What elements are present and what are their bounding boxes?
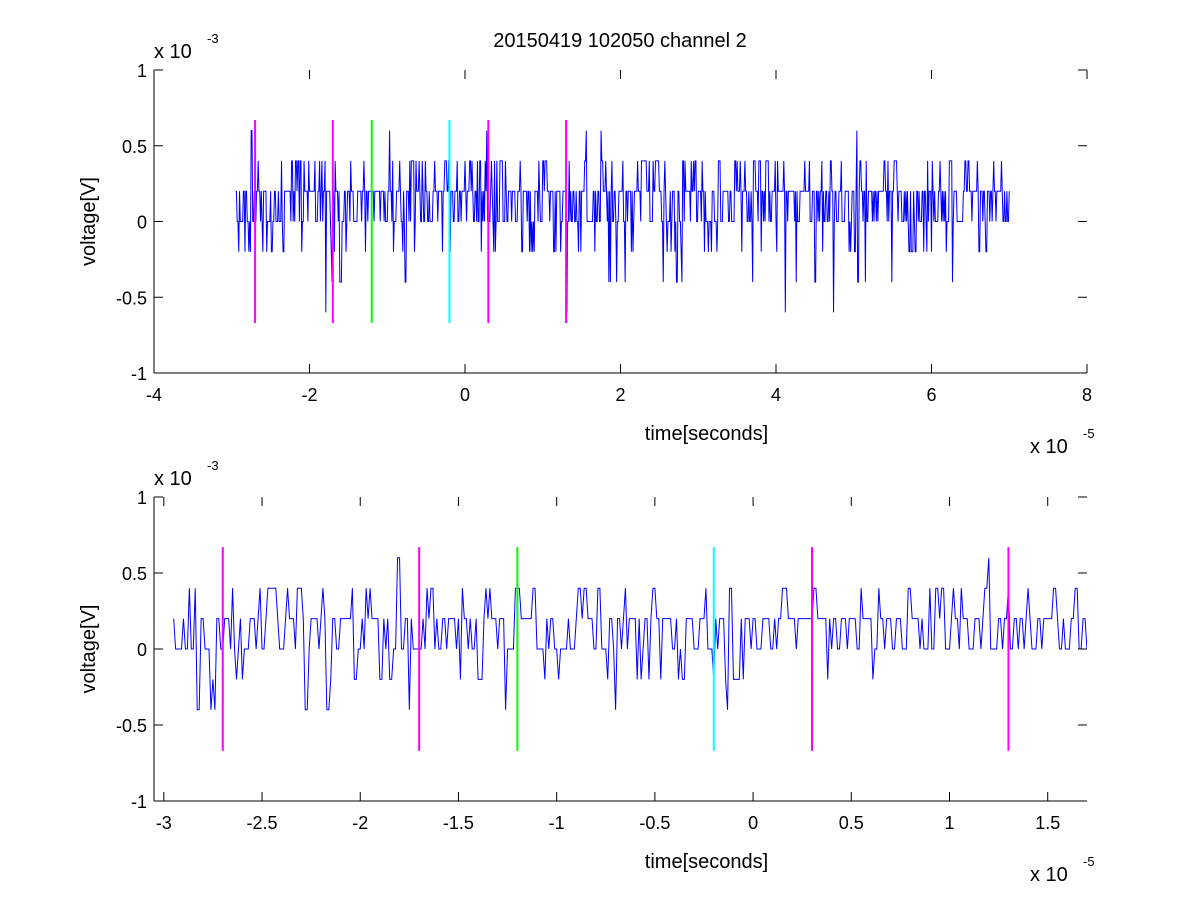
x-tick-label: 0 (748, 813, 758, 833)
x-axis-label: time[seconds] (645, 851, 768, 873)
figure-title: 20150419 102050 channel 2 (493, 30, 747, 52)
bottom-axes: -3 -2.5 -2 -1.5 -1 -0.5 0 0.5 1 1.5 -1 -0.5 0 0.5 1 x 1… (78, 458, 1095, 886)
y-axis-label: voltage[V] (78, 605, 100, 694)
x-tick-label: -3 (156, 813, 172, 833)
y-tick-label: 0 (137, 640, 147, 660)
y-axis-label: voltage[V] (78, 177, 100, 266)
y-tick-label: 0 (137, 213, 147, 233)
x-tick-label: -2.5 (247, 813, 278, 833)
y-tick-label: -0.5 (116, 716, 147, 736)
signal-trace (173, 557, 1087, 711)
y-tick-label: -0.5 (116, 288, 147, 308)
y-tick-label: 1 (137, 488, 147, 508)
y-tick-label: -1 (131, 792, 147, 812)
x-tick-label: 0.5 (839, 813, 864, 833)
x-tick-label: 2 (615, 385, 625, 405)
x-exponent-power: -5 (1083, 854, 1095, 869)
y-tick-label: 1 (137, 61, 147, 81)
y-tick-label: -1 (131, 364, 147, 384)
x-tick-label: 8 (1082, 385, 1092, 405)
x-tick-label: 0 (460, 385, 470, 405)
x-tick-label: -1.5 (443, 813, 474, 833)
x-tick-label: -2 (301, 385, 317, 405)
y-exponent-power: -3 (207, 31, 219, 46)
top-axes: -4 -2 0 2 4 6 8 -1 -0.5 0 0.5 1 x 10 -3 x 10 -5 time[sec… (78, 31, 1095, 458)
x-tick-label: -0.5 (639, 813, 670, 833)
x-tick-label: 1.5 (1035, 813, 1060, 833)
y-exponent-base: x 10 (154, 41, 192, 63)
y-exponent-power: -3 (207, 458, 219, 473)
x-axis-label: time[seconds] (645, 423, 768, 445)
y-tick-label: 0.5 (122, 564, 147, 584)
x-tick-label: 6 (926, 385, 936, 405)
x-exponent-power: -5 (1083, 426, 1095, 441)
signal-trace (235, 130, 1010, 313)
x-exponent-base: x 10 (1030, 436, 1068, 458)
x-exponent-base: x 10 (1030, 864, 1068, 886)
x-tick-label: -4 (146, 385, 162, 405)
x-tick-label: 4 (771, 385, 781, 405)
x-tick-label: -1 (549, 813, 565, 833)
y-exponent-base: x 10 (154, 468, 192, 490)
x-tick-label: 1 (944, 813, 954, 833)
x-tick-label: -2 (352, 813, 368, 833)
y-tick-label: 0.5 (122, 137, 147, 157)
